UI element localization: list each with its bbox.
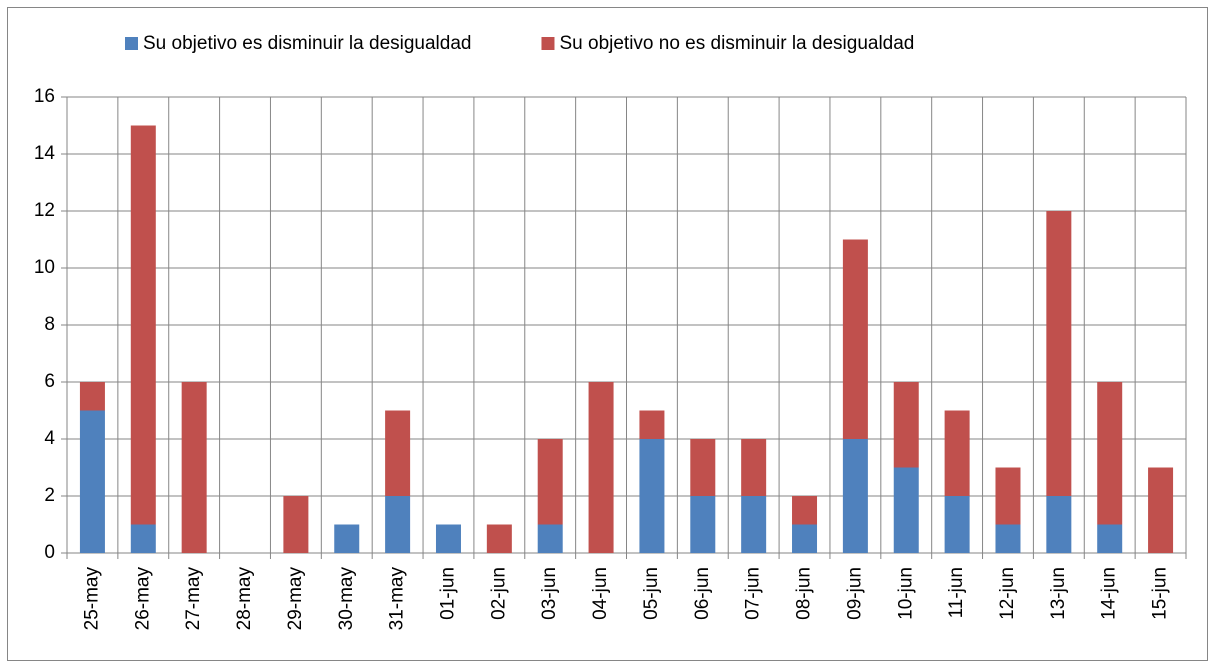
bar-segment	[639, 439, 665, 553]
bar-segment	[79, 410, 105, 553]
y-tick-label: 2	[44, 485, 55, 506]
legend-swatch	[541, 37, 555, 50]
x-tick-label: 01-jun	[437, 567, 458, 620]
legend-label: Su objetivo es disminuir la desigualdad	[143, 33, 471, 54]
y-tick-label: 4	[44, 428, 55, 449]
y-tick-label: 0	[44, 542, 55, 563]
bar-segment	[1046, 211, 1072, 496]
bar-segment	[995, 524, 1021, 553]
bar-segment	[842, 239, 868, 439]
x-tick-label: 29-may	[285, 567, 306, 631]
y-tick-label: 8	[44, 314, 55, 335]
legend-swatch	[125, 37, 138, 50]
bar-segment	[385, 410, 411, 496]
bar-segment	[842, 439, 868, 553]
x-tick-label: 11-jun	[946, 567, 967, 618]
y-tick-label: 16	[34, 86, 55, 107]
bar-segment	[130, 524, 156, 553]
bar-segment	[588, 382, 614, 553]
x-tick-label: 04-jun	[590, 567, 611, 620]
legend-label: Su objetivo no es disminuir la desiguald…	[559, 33, 914, 54]
bar-segment	[893, 467, 919, 553]
x-tick-label: 02-jun	[488, 567, 509, 620]
bar-segment	[690, 496, 716, 553]
x-tick-label: 06-jun	[692, 567, 713, 620]
x-tick-label: 25-may	[81, 567, 102, 631]
bar-segment	[944, 410, 970, 496]
bar-segment	[741, 439, 767, 496]
bar-segment	[741, 496, 767, 553]
y-tick-label: 14	[34, 143, 56, 164]
y-tick-label: 10	[34, 257, 55, 278]
y-tick-label: 6	[44, 371, 55, 392]
bar-segment	[893, 382, 919, 468]
bar-segment	[435, 524, 461, 553]
x-tick-label: 31-may	[387, 567, 408, 631]
x-tick-label: 14-jun	[1099, 567, 1120, 620]
x-tick-label: 15-jun	[1150, 567, 1171, 620]
bar-segment	[792, 524, 818, 553]
bar-segment	[792, 496, 818, 525]
bar-segment	[995, 467, 1021, 525]
bar-segment	[283, 496, 309, 553]
bar-segment	[486, 524, 512, 553]
x-tick-label: 26-may	[132, 567, 153, 631]
bar-segment	[334, 524, 360, 553]
x-tick-label: 09-jun	[844, 567, 865, 620]
bar-segment	[1097, 382, 1123, 525]
y-tick-label: 12	[34, 200, 55, 221]
x-tick-label: 07-jun	[743, 567, 764, 620]
chart-border	[7, 7, 1208, 661]
bar-segment	[639, 410, 665, 439]
bar-segment	[181, 382, 207, 553]
bar-segment	[537, 439, 563, 525]
bar-segment	[385, 496, 411, 553]
bar-segment	[944, 496, 970, 553]
bar-segment	[690, 439, 716, 496]
x-tick-label: 30-may	[336, 567, 357, 631]
bar-segment	[130, 125, 156, 525]
bar-segment	[79, 382, 105, 411]
x-tick-label: 12-jun	[997, 567, 1018, 620]
x-tick-label: 13-jun	[1048, 567, 1069, 620]
bar-segment	[1148, 467, 1174, 553]
x-tick-label: 27-may	[183, 567, 204, 631]
x-tick-label: 05-jun	[641, 567, 662, 620]
bar-segment	[1046, 496, 1072, 553]
bar-segment	[537, 524, 563, 553]
x-tick-label: 03-jun	[539, 567, 560, 620]
x-tick-label: 08-jun	[794, 567, 815, 620]
x-tick-label: 28-may	[234, 567, 255, 631]
x-tick-label: 10-jun	[895, 567, 916, 620]
bar-segment	[1097, 524, 1123, 553]
